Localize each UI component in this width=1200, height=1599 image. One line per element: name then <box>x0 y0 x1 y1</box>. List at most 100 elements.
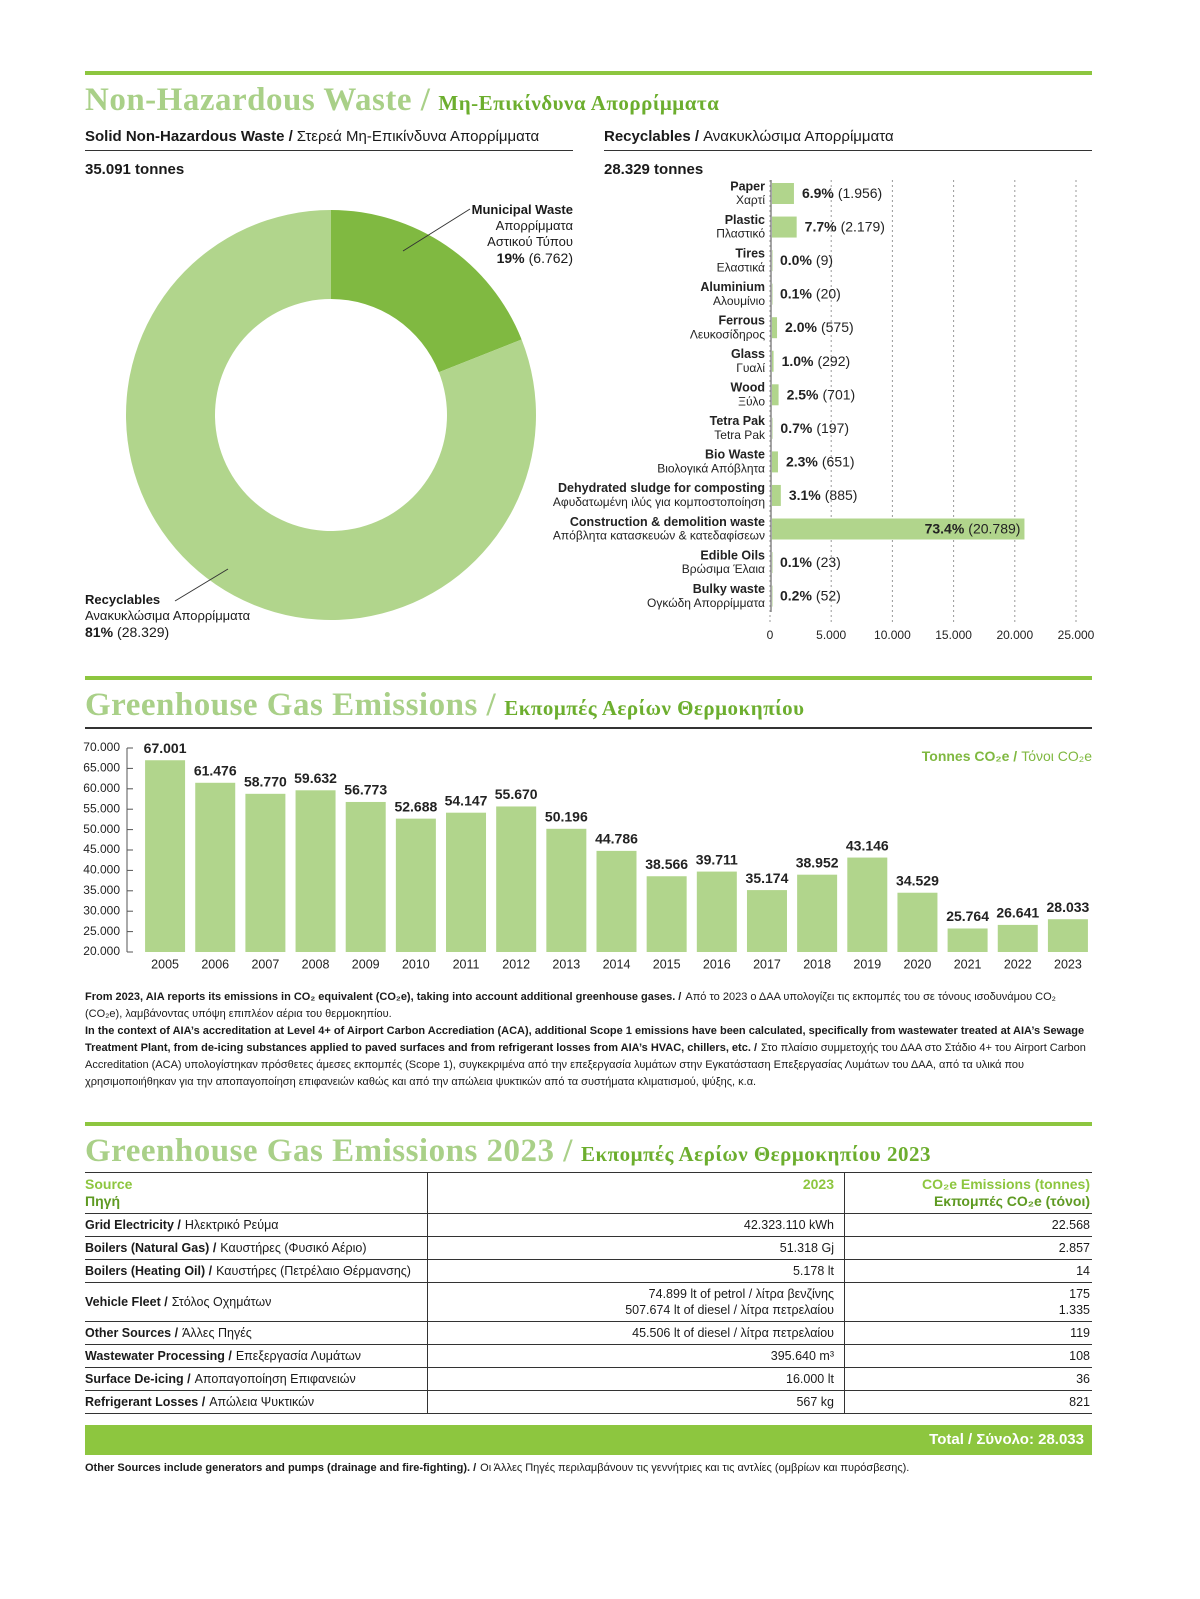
note-en: In the context of AIA’s accreditation at… <box>85 1025 1085 1054</box>
section-rule <box>85 676 1092 680</box>
source-gr: Άλλες Πηγές <box>182 1326 252 1340</box>
x-tick-label: 2013 <box>552 957 580 971</box>
emissions-cell: 108 <box>844 1344 1092 1368</box>
source-gr: Αποπαγοποίηση Επιφανειών <box>194 1372 356 1386</box>
source-gr: Στόλος Οχημάτων <box>171 1295 272 1309</box>
emissions-line: 821 <box>1069 1395 1090 1409</box>
x-tick-label: 25.000 <box>1058 628 1095 642</box>
bar <box>295 790 336 952</box>
table-row: Boilers (Heating Oil) / Καυστήρες (Πετρέλ… <box>85 1259 1092 1283</box>
category-label: Edible Oils <box>700 548 765 562</box>
bar <box>646 876 687 952</box>
value-label: 56.773 <box>344 782 387 798</box>
value-label: 34.529 <box>896 872 939 888</box>
source-en: Other Sources / <box>85 1326 179 1340</box>
source-en: Boilers (Heating Oil) / <box>85 1264 213 1278</box>
total-label: 35.091 tonnes <box>85 161 185 178</box>
donut-amount: (28.329) <box>117 624 170 640</box>
source-cell: Refrigerant Losses / Απώλεια Ψυκτικών <box>85 1390 428 1414</box>
usage-line: 507.674 lt of diesel / λίτρα πετρελαίου <box>625 1303 834 1317</box>
bar <box>145 760 186 952</box>
value-label: 44.786 <box>595 831 638 847</box>
category-label-gr: Ξύλο <box>738 394 765 408</box>
sub-header: Solid Non-Hazardous Waste / Στερεά Μη-Επι… <box>85 128 573 151</box>
y-tick-label: 35.000 <box>83 883 120 897</box>
donut-label-en: Municipal Waste <box>471 202 573 217</box>
leader-line <box>174 568 229 602</box>
value-label: 2.5% (701) <box>787 386 856 402</box>
category-label-gr: Απόβλητα κατασκευών & κατεδαφίσεων <box>553 529 765 543</box>
table-footnote: Other Sources include generators and pum… <box>85 1462 1095 1474</box>
unit-en: Tonnes CO₂e / <box>922 748 1018 764</box>
emissions-cell: 2.857 <box>844 1236 1092 1260</box>
y-tick-label: 45.000 <box>83 842 120 856</box>
bar <box>772 552 773 574</box>
bar <box>847 857 888 952</box>
y-tick-label: 70.000 <box>83 740 120 754</box>
footnote-en: Other Sources include generators and pum… <box>85 1462 477 1474</box>
emissions-cell: 175 1.335 <box>844 1282 1092 1322</box>
source-gr: Ηλεκτρικό Ρεύμα <box>184 1218 279 1232</box>
value-amount: (1.956) <box>838 185 882 201</box>
emissions-line: 22.568 <box>1051 1218 1090 1232</box>
value-label: 0.7% (197) <box>780 420 849 436</box>
table-row: Boilers (Natural Gas) / Καυστήρες (Φυσικό… <box>85 1236 1092 1260</box>
value-label: 38.952 <box>796 854 839 870</box>
bar <box>546 828 587 952</box>
x-tick-label: 2005 <box>151 957 179 971</box>
source-en: Refrigerant Losses / <box>85 1395 206 1409</box>
category-label-gr: Tetra Pak <box>714 428 766 442</box>
value-label: 1.0% (292) <box>782 352 851 368</box>
donut-slice <box>331 210 522 373</box>
x-tick-label: 2021 <box>954 957 982 971</box>
value-label: 28.033 <box>1047 899 1090 915</box>
category-label-gr: Γυαλί <box>736 361 765 375</box>
category-label: Ferrous <box>718 313 765 327</box>
value-amount: (23) <box>816 554 841 570</box>
table-header-text: 2023 <box>802 1176 834 1192</box>
category-label-gr: Αφυδατωμένη ιλύς για κομποστοποίηση <box>553 495 765 509</box>
bar <box>696 871 737 952</box>
category-label: Tires <box>735 246 765 260</box>
bar <box>772 350 774 372</box>
x-tick-label: 2007 <box>251 957 279 971</box>
x-tick-label: 2016 <box>703 957 731 971</box>
y-tick-label: 50.000 <box>83 822 120 836</box>
category-label-gr: Χαρτί <box>736 193 765 207</box>
table-body: Grid Electricity / Ηλεκτρικό Ρεύμα 42.323.… <box>85 1213 1092 1414</box>
value-label: 2.0% (575) <box>785 319 854 335</box>
x-tick-label: 15.000 <box>935 628 972 642</box>
usage-line: 16.000 lt <box>786 1372 834 1386</box>
table-row: Refrigerant Losses / Απώλεια Ψυκτικών 567 … <box>85 1390 1092 1414</box>
bar <box>772 585 773 607</box>
bar <box>772 250 773 272</box>
table-header-text: Πηγή <box>85 1193 120 1209</box>
x-tick-label: 0 <box>767 628 774 642</box>
value-label: 73.4% (20.789) <box>925 520 1021 536</box>
bar <box>897 892 938 952</box>
donut-slice <box>125 210 536 621</box>
donut-label-value: 81% (28.329) <box>85 624 305 641</box>
unit-gr: Τόνοι CO₂e <box>1021 748 1092 764</box>
value-share: 0.2% <box>780 587 812 603</box>
source-gr: Καυστήρες (Φυσικό Αέριο) <box>220 1241 367 1255</box>
bar <box>1047 919 1088 952</box>
note-gr: Από το 2023 ο ΔΑΑ υπολογίζει τις εκπομπέ… <box>85 991 1056 1020</box>
x-tick-label: 2022 <box>1004 957 1032 971</box>
value-label: 26.641 <box>996 905 1039 921</box>
table-row: Vehicle Fleet / Στόλος Οχημάτων 74.899 lt … <box>85 1282 1092 1322</box>
table-header-text: Source <box>85 1176 133 1192</box>
usage-cell: 42.323.110 kWh <box>427 1213 845 1237</box>
donut-value: 81% <box>85 624 114 640</box>
value-amount: (292) <box>817 352 850 368</box>
unit-label: Tonnes CO₂e / Τόνοι CO₂e <box>922 748 1092 764</box>
source-cell: Vehicle Fleet / Στόλος Οχημάτων <box>85 1282 428 1322</box>
emissions-line: 36 <box>1076 1372 1090 1386</box>
category-label-gr: Ογκώδη Απορρίμματα <box>647 596 765 610</box>
value-label: 59.632 <box>294 770 337 786</box>
emissions-table: Source Πηγή 2023 CO₂e Emissions (tonnes) Εκπ… <box>85 1172 1092 1414</box>
value-label: 6.9% (1.956) <box>802 185 882 201</box>
note: From 2023, AIA reports its emissions in … <box>85 989 1095 1023</box>
x-tick-label: 2019 <box>853 957 881 971</box>
